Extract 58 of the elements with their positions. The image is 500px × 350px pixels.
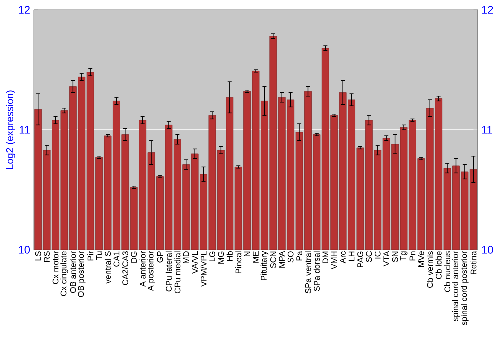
x-tick-label: spinal cord posterior bbox=[461, 251, 469, 326]
x-tick-label: SO bbox=[288, 252, 294, 263]
x-tick-label: Hb bbox=[226, 252, 233, 262]
y-axis-title: Log2 (expression) bbox=[6, 90, 16, 170]
y-tick-label: 12 bbox=[19, 6, 30, 14]
x-tick-label: Tu bbox=[96, 252, 102, 260]
x-tick-label: SPa dorsal bbox=[314, 252, 320, 292]
x-tick-label: N bbox=[244, 252, 250, 256]
x-tick-label: MD bbox=[184, 252, 190, 264]
x-tick-label: LG bbox=[210, 252, 216, 262]
x-tick-label: Pa bbox=[296, 251, 302, 261]
x-tick-label: SCN bbox=[270, 252, 276, 268]
x-tick-label: SN bbox=[392, 252, 398, 262]
y-tick-label: 10 bbox=[19, 246, 30, 254]
x-tick-label: IC bbox=[374, 252, 381, 259]
x-tick-label: VPM/VPL bbox=[200, 251, 207, 288]
x-tick-label: A posterior bbox=[148, 251, 156, 292]
x-tick-label: Arc bbox=[340, 251, 346, 264]
x-tick-label: Pineal bbox=[236, 252, 242, 274]
x-tick-label: PAG bbox=[358, 252, 364, 268]
x-tick-label: VA/VL bbox=[192, 251, 198, 274]
x-tick-label: Cx cingulate bbox=[60, 252, 68, 296]
x-tick-label: Cx motor bbox=[52, 251, 59, 284]
x-tick-label: CA2/CA3 bbox=[122, 252, 128, 286]
x-tick-label: Tg bbox=[400, 252, 408, 261]
y2-tick-label: 10 bbox=[482, 246, 494, 254]
x-tick-label: Pituitary bbox=[260, 251, 269, 280]
x-tick-label: Cb lobe bbox=[436, 252, 442, 280]
x-tick-label: OB anterior bbox=[70, 251, 76, 294]
x-tick-label: Pir bbox=[88, 251, 94, 261]
x-tick-label: VMH bbox=[332, 252, 338, 270]
x-tick-label: GP bbox=[157, 252, 164, 263]
x-tick-label: CPu lateral bbox=[166, 252, 172, 292]
x-tick-label: ventral S bbox=[104, 252, 112, 284]
x-tick-label: SC bbox=[366, 252, 372, 262]
x-tick-label: VTA bbox=[384, 251, 390, 267]
x-tick-label: Cb vermis bbox=[427, 252, 434, 288]
x-tick-label: DG bbox=[131, 252, 138, 263]
x-tick-label: MPA bbox=[279, 251, 285, 268]
x-tick-label: MG bbox=[218, 252, 224, 264]
y2-tick-label: 12 bbox=[482, 6, 494, 14]
x-tick-label: ME bbox=[253, 252, 259, 263]
x-tick-label: A anterior bbox=[140, 251, 146, 288]
x-tick-label: spinal cord anterior bbox=[452, 251, 460, 322]
x-tick-label: OB posterior bbox=[78, 251, 86, 298]
x-tick-label: DM bbox=[322, 252, 328, 264]
y-tick-label: 11 bbox=[20, 126, 30, 134]
x-tick-label: CPu medial bbox=[174, 252, 181, 294]
x-tick-label: Retina bbox=[470, 251, 477, 274]
x-tick-label: RS bbox=[44, 252, 50, 262]
x-tick-label: LS bbox=[35, 252, 42, 261]
x-tick-label: Cb nucleus bbox=[444, 252, 451, 292]
x-tick-label: Pn bbox=[410, 252, 416, 261]
x-tick-label: CA1 bbox=[114, 252, 120, 267]
y2-tick-label: 11 bbox=[482, 126, 492, 134]
x-tick-label: SPa ventral bbox=[305, 252, 312, 294]
x-tick-label: MVe bbox=[418, 252, 424, 268]
x-tick-label: LH bbox=[348, 252, 355, 262]
